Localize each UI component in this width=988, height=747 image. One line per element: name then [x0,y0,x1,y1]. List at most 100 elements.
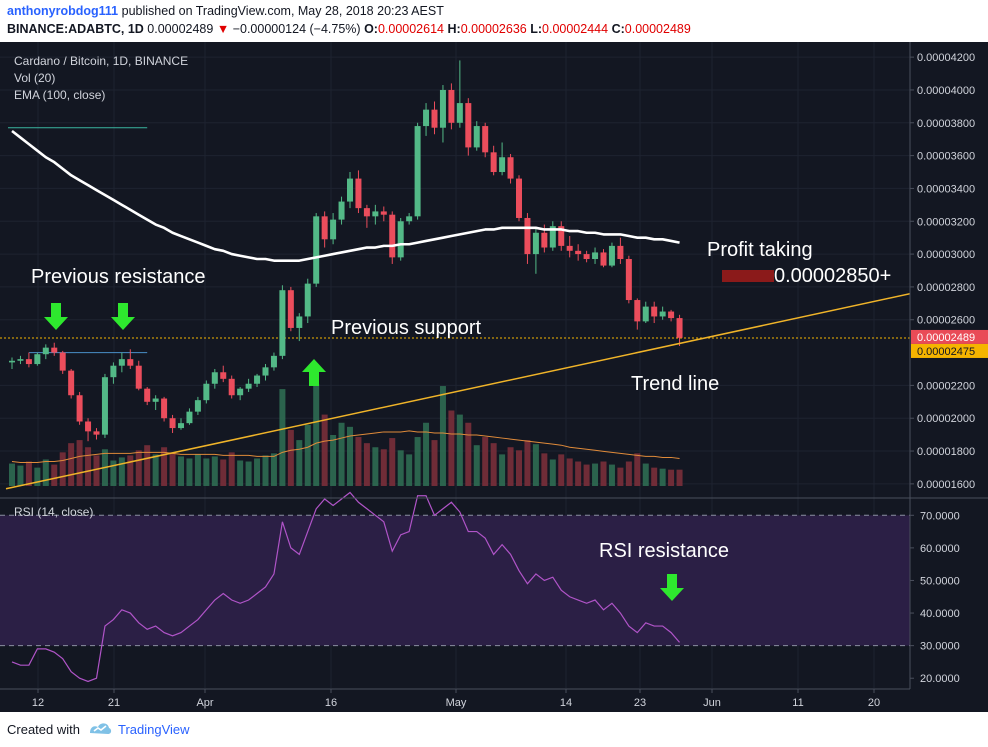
volume-bar [245,461,252,486]
volume-bar [118,457,125,486]
time-tick-label: 23 [634,697,646,709]
candle-body [456,103,463,123]
high-value: 0.00002636 [460,22,527,36]
price-label-box [911,329,988,344]
volume-bar [355,437,362,486]
volume-bar [17,465,24,486]
candle-body [566,245,573,251]
candle-body [313,216,320,284]
volume-bar [575,461,582,486]
price-tick-label: 0.00004200 [917,52,975,64]
candle-body [287,290,294,328]
price-tick-label: 0.00002000 [917,413,975,425]
rsi-band-fill [0,515,910,646]
previous-support-text: Previous support [331,317,482,339]
chart-header: anthonyrobdog111 published on TradingVie… [0,0,988,42]
price-labels: 0.00002489 0.00002475 [911,329,988,358]
candle-body [321,216,328,240]
ema-100-line [11,129,680,262]
volume-bar [321,414,328,486]
candle-body [642,306,649,322]
candles[interactable] [9,60,683,442]
candle-body [659,311,666,317]
time-ticks: 12 21 Apr 16 May 14 23 Jun 11 20 [32,689,880,709]
price-tick-label: 0.00003200 [917,216,975,228]
volume-bar [499,454,506,486]
volume-bar [169,452,176,486]
volume-bar [59,452,66,486]
volume-bar [659,468,666,486]
volume-bar [34,467,41,486]
arrow-down-icon [111,303,135,330]
volume-bar [296,440,303,486]
candle-body [549,226,556,248]
rsi-path [11,491,681,683]
open-label: O: [364,22,378,36]
chart-canvas[interactable]: 0.00004200 0.00004000 0.00003800 0.00003600… [0,42,988,712]
volume-bar [397,450,404,486]
candle-body [279,290,286,356]
arrow-up-icon [302,359,326,386]
volume-bar [634,453,641,486]
change-arrow-icon: ▼ [216,22,230,36]
candle-body [220,372,227,379]
price-tick-label: 0.00001600 [917,479,975,491]
candle-body [144,388,151,402]
volume-bar [270,453,277,486]
volume-bar [439,386,446,486]
candle-body [211,372,218,384]
publish-info: anthonyrobdog111 published on TradingVie… [7,4,444,18]
volume-bar [220,459,227,486]
candle-body [254,375,261,384]
candle-body [270,355,277,368]
price-change: −0.00000124 (−4.75%) [232,22,361,36]
volume-bar [516,450,522,486]
volume-bar [431,440,438,486]
candle-body [186,411,193,424]
tradingview-brand-link[interactable]: TradingView [118,722,190,737]
symbol: BINANCE:ADABTC, 1D [7,22,144,36]
volume-bar [194,454,201,486]
rsi-tick-label: 50.0000 [920,575,960,587]
candle-body [575,250,582,255]
volume-bar [85,447,92,486]
trend-line[interactable] [5,286,942,490]
candle-body [262,367,269,376]
volume-bar [211,456,218,486]
candle-body [25,359,32,365]
volume-bar [473,445,480,486]
candle-body [161,398,168,419]
trend-line-path [5,286,942,490]
author-link[interactable]: anthonyrobdog111 [7,4,119,18]
time-tick-label: 11 [792,697,803,709]
candle-body [296,316,303,328]
volume-bar [186,458,193,486]
candle-body [127,359,134,366]
close-label: C: [611,22,625,36]
close-value: 0.00002489 [624,22,691,36]
profit-value-text: 0.00002850+ [774,265,891,287]
volume-bar [566,458,573,486]
time-tick-label: Jun [703,697,721,709]
candle-body [507,157,514,179]
candle-body [194,400,201,412]
rsi-tick-label: 30.0000 [920,641,960,653]
volume-bar [135,450,142,486]
candle-body [423,109,430,127]
volume-bar [448,410,455,486]
volume-bar [676,469,683,486]
rsi-ticks: 70.0000 60.0000 50.0000 40.0000 30.0000 20.00… [910,510,960,685]
time-tick-label: 14 [560,697,572,709]
volume-bar [380,449,387,486]
volume-bar [237,460,244,486]
arrows [44,303,684,601]
candle-body [406,216,413,222]
volume-bar [668,469,675,486]
candle-body [203,383,210,401]
tradingview-logo-icon[interactable] [88,718,112,738]
price-axis[interactable] [910,42,988,712]
volume-ma [11,430,680,464]
volume-bar [93,455,100,486]
volume-bar [600,461,607,486]
legend-ema: EMA (100, close) [14,88,105,102]
